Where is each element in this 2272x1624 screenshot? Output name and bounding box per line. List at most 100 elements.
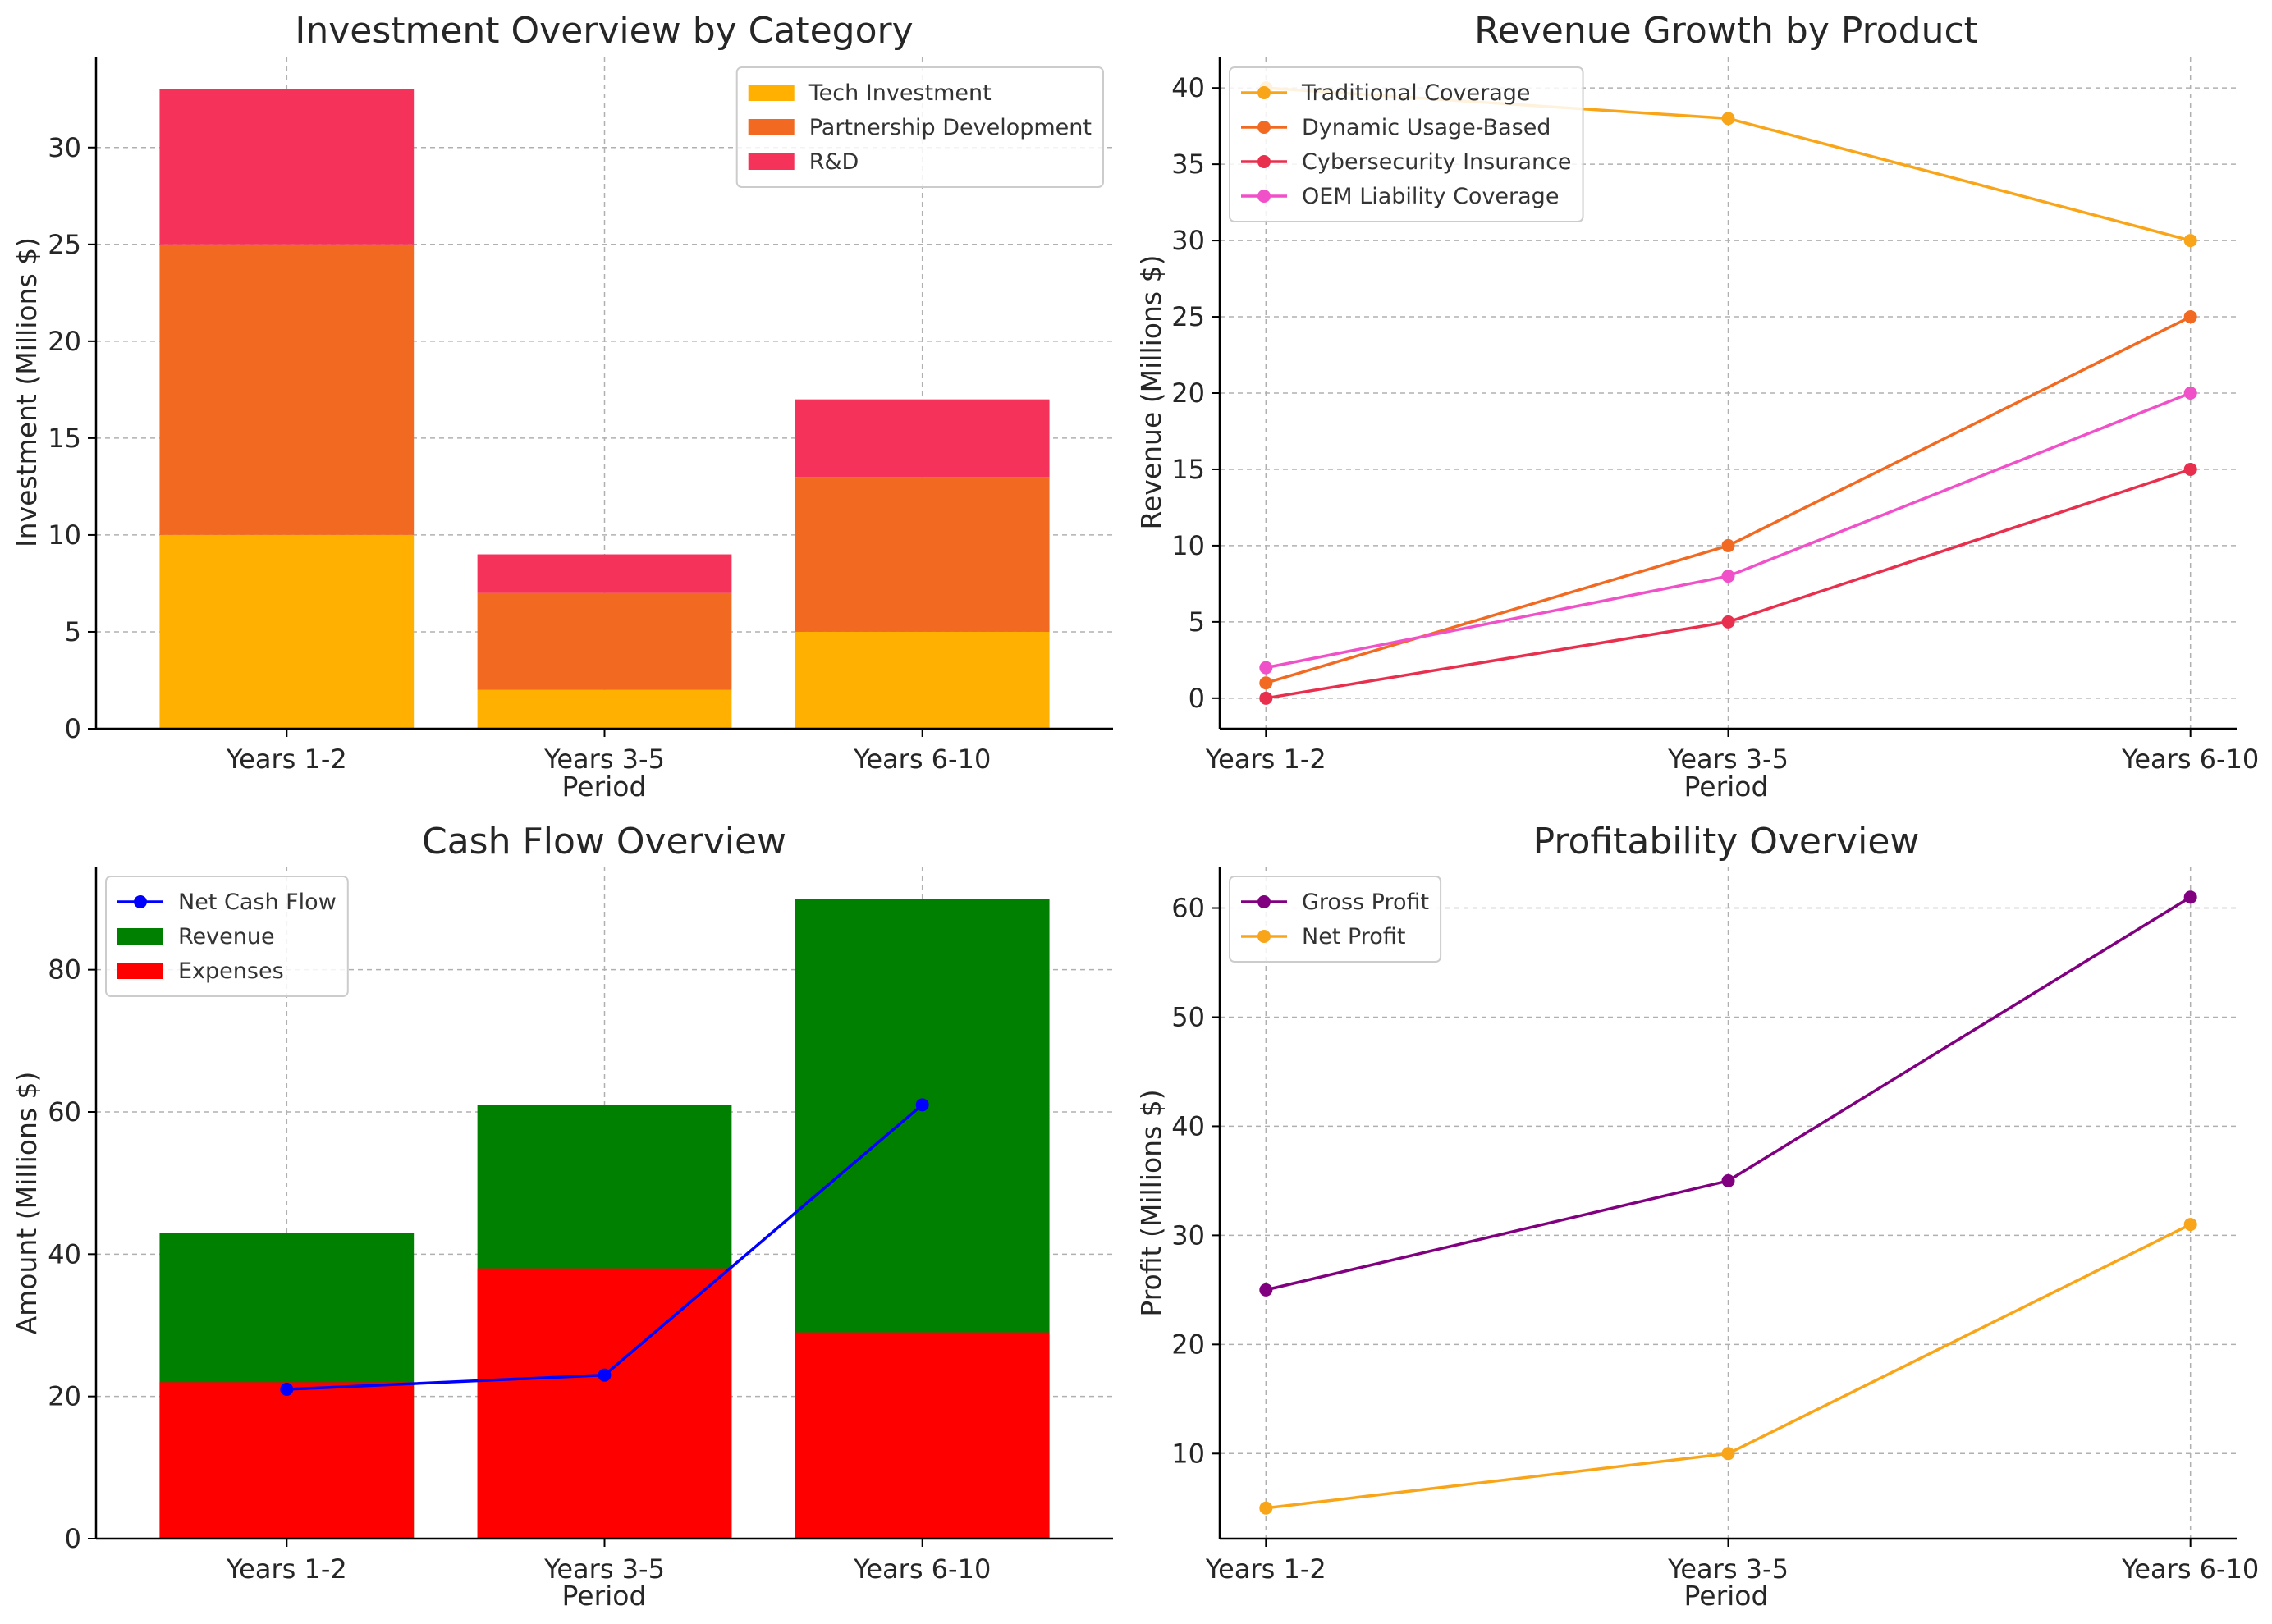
chart-title: Revenue Growth by Product: [1474, 10, 1978, 52]
y-tick-label: 20: [1171, 377, 1205, 409]
point-dynamic-usage-based: [2183, 310, 2197, 324]
legend-swatch-marker: [1257, 86, 1271, 99]
point-net-cash-flow: [598, 1368, 612, 1382]
y-tick-label: 80: [48, 954, 81, 986]
x-tick-label: Years 3-5: [1667, 1553, 1789, 1585]
legend-label: R&D: [809, 149, 859, 175]
x-tick-label: Years 6-10: [2121, 743, 2259, 775]
revenue-chart-panel: 0 5 10 15 20 25 30 35 40 Years 1-2 Years 3-5 Years …: [1135, 10, 2259, 803]
legend-swatch-marker: [1257, 190, 1271, 203]
y-tick-label: 40: [1171, 72, 1205, 103]
x-tick-label: Years 6-10: [2121, 1553, 2259, 1585]
profitability-chart-panel: 10 20 30 40 50 60 Years 1-2 Years 3-5 Years 6-10…: [1135, 821, 2259, 1612]
legend-swatch-patch: [117, 963, 163, 979]
y-tick-label: 40: [48, 1238, 81, 1269]
legend-label: Net Cash Flow: [178, 890, 337, 915]
legend-swatch-marker: [1257, 155, 1271, 168]
y-tick-label: 0: [1189, 683, 1205, 714]
y-tick-label: 40: [1171, 1110, 1205, 1141]
legend-label: Revenue: [178, 924, 275, 949]
y-tick-label: 30: [48, 132, 81, 163]
y-tick-label: 0: [65, 1523, 81, 1554]
bar-partnership-development: [795, 477, 1050, 632]
x-tick-label: Years 1-2: [1205, 1553, 1326, 1585]
legend-box: [1229, 876, 1442, 963]
point-net-cash-flow: [915, 1098, 929, 1112]
y-tick-label: 50: [1171, 1001, 1205, 1032]
bar-expenses: [159, 1382, 415, 1539]
x-axis-label: Period: [1684, 771, 1769, 803]
legend-label: Expenses: [178, 958, 284, 984]
y-axis-label: Revenue (Millions $): [1135, 255, 1167, 530]
point-traditional-coverage: [1721, 112, 1735, 126]
bar-tech-investment: [159, 534, 415, 729]
point-oem-liability-coverage: [2183, 387, 2197, 400]
x-tick-label: Years 6-10: [853, 743, 991, 775]
legend-label: Cybersecurity Insurance: [1302, 149, 1572, 175]
legend-label: Gross Profit: [1302, 890, 1429, 915]
y-tick-label: 20: [1171, 1329, 1205, 1360]
bar-r-d: [477, 554, 732, 593]
point-net-cash-flow: [280, 1383, 294, 1396]
point-net-profit: [1259, 1501, 1273, 1515]
bar-r-d: [795, 399, 1050, 478]
y-tick-label: 15: [1171, 454, 1205, 485]
x-tick-label: Years 1-2: [226, 743, 347, 775]
y-tick-label: 10: [1171, 1438, 1205, 1469]
legend-swatch-marker: [1257, 895, 1271, 908]
bar-r-d: [159, 89, 415, 245]
point-oem-liability-coverage: [1259, 661, 1273, 675]
x-tick-label: Years 3-5: [1667, 743, 1789, 775]
legend-swatch-marker: [1257, 930, 1271, 943]
y-tick-label: 5: [65, 616, 81, 647]
y-tick-label: 15: [48, 423, 81, 454]
point-dynamic-usage-based: [1721, 538, 1735, 552]
y-axis-label: Amount (Millions $): [11, 1072, 43, 1335]
investment-chart-panel: 0 5 10 15 20 25 30 Years 1-2 Years 3-5 Years 6-10…: [11, 10, 1113, 803]
y-tick-label: 20: [48, 326, 81, 357]
x-tick-label: Years 6-10: [853, 1553, 991, 1585]
point-net-profit: [1721, 1447, 1735, 1461]
legend-swatch-patch: [748, 119, 795, 135]
bar-tech-investment: [477, 689, 732, 729]
point-cybersecurity-insurance: [2183, 462, 2197, 476]
chart-title: Investment Overview by Category: [295, 10, 913, 52]
x-tick-label: Years 1-2: [226, 1553, 347, 1585]
y-tick-label: 20: [48, 1381, 81, 1412]
legend-swatch-marker: [1257, 121, 1271, 134]
y-tick-label: 25: [1171, 301, 1205, 332]
legend-box: [735, 66, 1104, 188]
x-tick-label: Years 3-5: [543, 1553, 665, 1585]
y-tick-label: 60: [1171, 893, 1205, 924]
y-tick-label: 60: [48, 1096, 81, 1128]
point-dynamic-usage-based: [1259, 676, 1273, 690]
cash-flow-chart-panel: 0 20 40 60 80 Years 1-2 Years 3-5 Years 6-10 Ca…: [11, 821, 1113, 1612]
y-tick-label: 10: [48, 519, 81, 551]
bar-partnership-development: [477, 592, 732, 690]
legend-box: [1229, 66, 1584, 222]
point-net-profit: [2183, 1218, 2197, 1232]
y-axis-label: Investment (Millions $): [11, 237, 43, 547]
y-tick-label: 30: [1171, 1219, 1205, 1251]
point-gross-profit: [1259, 1283, 1273, 1297]
y-axis-label: Profit (Millions $): [1135, 1089, 1167, 1316]
legend-label: Dynamic Usage-Based: [1302, 115, 1551, 140]
x-tick-label: Years 3-5: [543, 743, 665, 775]
point-cybersecurity-insurance: [1259, 691, 1273, 705]
legend-label: OEM Liability Coverage: [1302, 184, 1559, 209]
point-cybersecurity-insurance: [1721, 615, 1735, 629]
chart-title: Cash Flow Overview: [422, 821, 786, 862]
legend-label: Tech Investment: [808, 80, 992, 106]
bar-partnership-development: [159, 244, 415, 535]
point-traditional-coverage: [2183, 234, 2197, 248]
y-tick-label: 5: [1189, 606, 1205, 638]
y-tick-label: 10: [1171, 530, 1205, 561]
x-axis-label: Period: [562, 771, 647, 803]
legend-label: Traditional Coverage: [1301, 80, 1531, 106]
legend-box: [105, 876, 349, 997]
point-gross-profit: [1721, 1173, 1735, 1187]
x-axis-label: Period: [562, 1580, 647, 1612]
legend-label: Net Profit: [1302, 924, 1405, 949]
point-gross-profit: [2183, 890, 2197, 904]
